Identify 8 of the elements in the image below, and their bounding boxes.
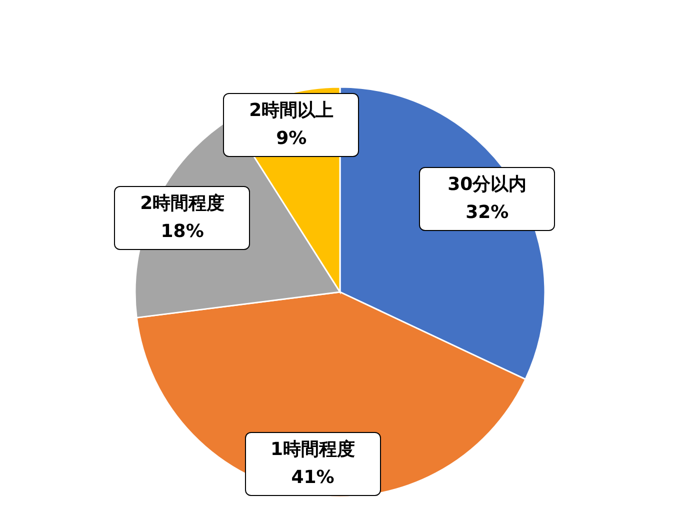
- data-label: 9%: [275, 126, 308, 151]
- slice-label: 30分以内: [446, 172, 528, 197]
- data-label: 32%: [464, 200, 510, 225]
- slice-label: 1時間程度: [269, 438, 356, 462]
- slice-label: 2時間程度: [139, 192, 226, 216]
- slice-label: 2時間以上: [248, 98, 335, 123]
- data-label: 18%: [160, 220, 205, 244]
- data-label: 41%: [290, 466, 336, 490]
